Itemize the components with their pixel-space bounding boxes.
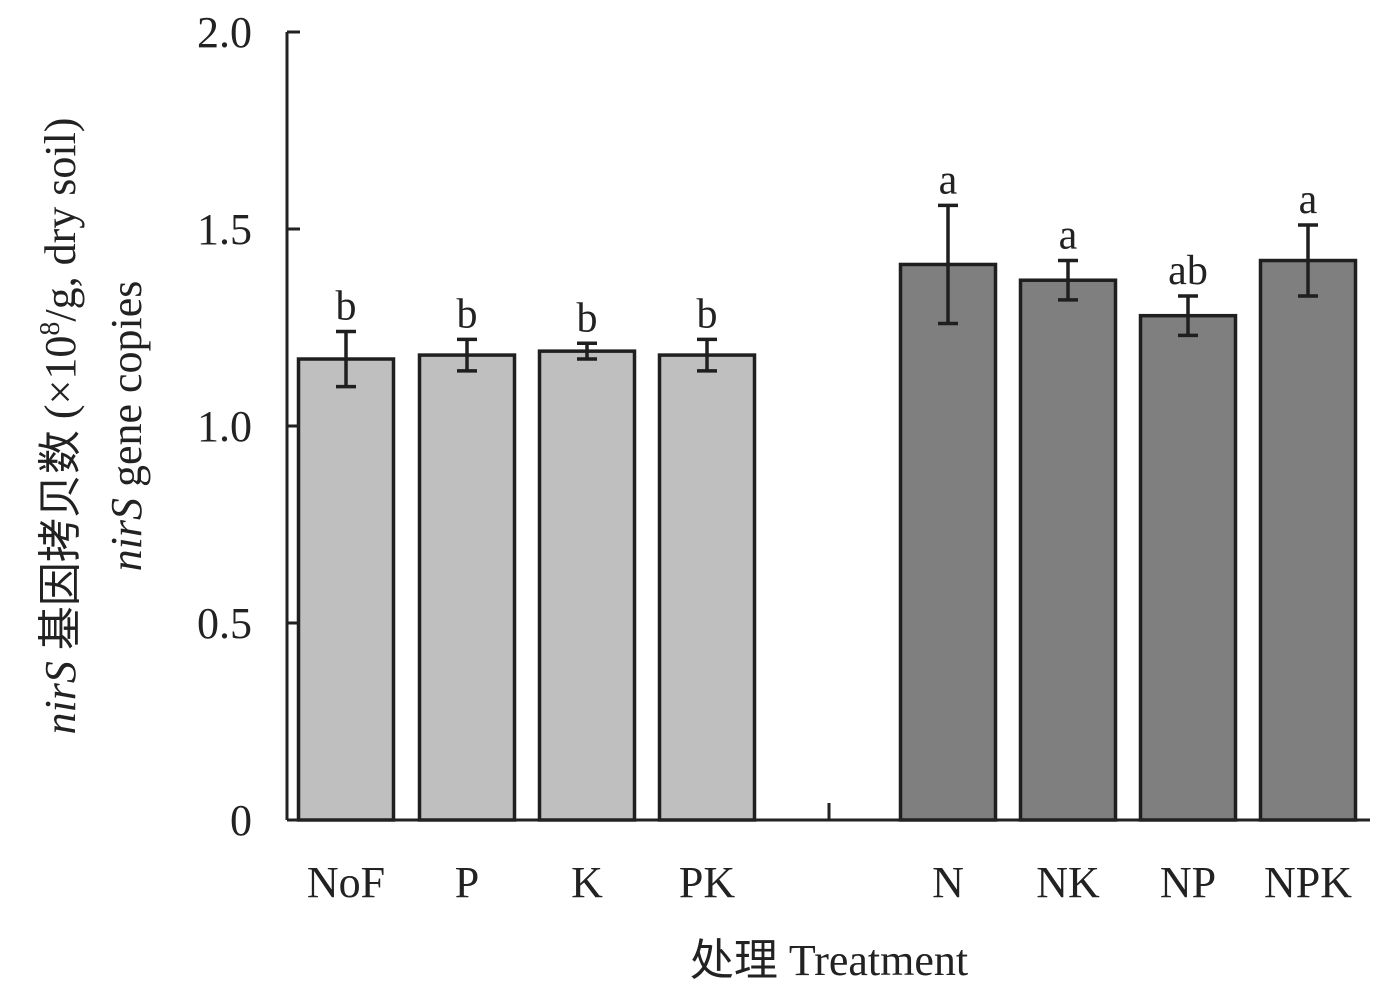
- significance-label-nk: a: [1059, 213, 1078, 259]
- significance-label-k: b: [577, 295, 598, 341]
- significance-label-p: b: [457, 291, 478, 337]
- bars-layer: [296, 258, 1358, 822]
- y-tick-label: 1.5: [197, 205, 252, 254]
- x-tick-label-n: N: [932, 858, 964, 907]
- x-tick-label-np: NP: [1160, 858, 1216, 907]
- significance-labels-layer: b b b b a a ab a: [336, 157, 1318, 341]
- y-axis-title-line1-end: /g, dry soil): [36, 118, 85, 322]
- y-axis-title-line1-sup: 8: [35, 322, 66, 336]
- x-tick-label-p: P: [455, 858, 479, 907]
- error-bar-n: [938, 203, 958, 326]
- x-tick-label-k: K: [571, 858, 603, 907]
- y-tick-label: 0: [230, 796, 252, 845]
- significance-label-np: ab: [1168, 248, 1208, 294]
- x-tick-label-pk: PK: [679, 858, 735, 907]
- bar-nof: [296, 357, 396, 822]
- significance-label-nof: b: [336, 283, 357, 329]
- x-tick-label-nk: NK: [1036, 858, 1100, 907]
- bar-np: [1138, 313, 1238, 822]
- significance-label-n: a: [939, 157, 958, 203]
- x-labels-layer: NoF P K PK N NK NP NPK: [307, 858, 1352, 907]
- bar-npk: [1258, 258, 1358, 822]
- y-axis-title-line1-italic: nirS: [36, 661, 85, 734]
- bar-nk: [1018, 278, 1118, 822]
- x-axis-title: 处理 Treatment: [690, 936, 968, 985]
- y-axis-title-line2-italic: nirS: [102, 498, 151, 571]
- y-tick-label: 2.0: [197, 8, 252, 57]
- error-bars-layer: [336, 203, 1318, 389]
- error-bar-npk: [1298, 223, 1318, 298]
- error-bar-nk: [1058, 258, 1078, 302]
- error-bar-nof: [336, 329, 356, 389]
- y-tick-label: 0.5: [197, 599, 252, 648]
- bar-n: [898, 262, 998, 822]
- bar-p: [417, 353, 517, 822]
- y-axis-title-line2-text: gene copies: [102, 281, 151, 498]
- error-bar-np: [1178, 294, 1198, 338]
- x-tick-label-nof: NoF: [307, 858, 385, 907]
- y-tick-label: 1.0: [197, 402, 252, 451]
- significance-label-pk: b: [697, 291, 718, 337]
- error-bar-k: [577, 341, 597, 361]
- y-axis-title-line1-text: 基因拷贝数 (×10: [36, 336, 85, 661]
- y-axis-title-line2: nirS gene copies: [102, 281, 151, 572]
- svg-text:nirS gene copies: nirS gene copies: [102, 281, 151, 572]
- bar-pk: [657, 353, 757, 822]
- svg-text:nirS 基因拷贝数 (×108/g, dry soil): nirS 基因拷贝数 (×108/g, dry soil): [35, 118, 85, 735]
- significance-label-npk: a: [1299, 177, 1318, 223]
- y-axis-title-line1: nirS 基因拷贝数 (×108/g, dry soil): [35, 118, 85, 735]
- y-ticks-layer: 0 0.5 1.0 1.5 2.0: [197, 8, 300, 845]
- error-bar-pk: [697, 337, 717, 373]
- error-bar-p: [457, 337, 477, 373]
- bar-k: [537, 349, 637, 822]
- x-tick-label-npk: NPK: [1264, 858, 1352, 907]
